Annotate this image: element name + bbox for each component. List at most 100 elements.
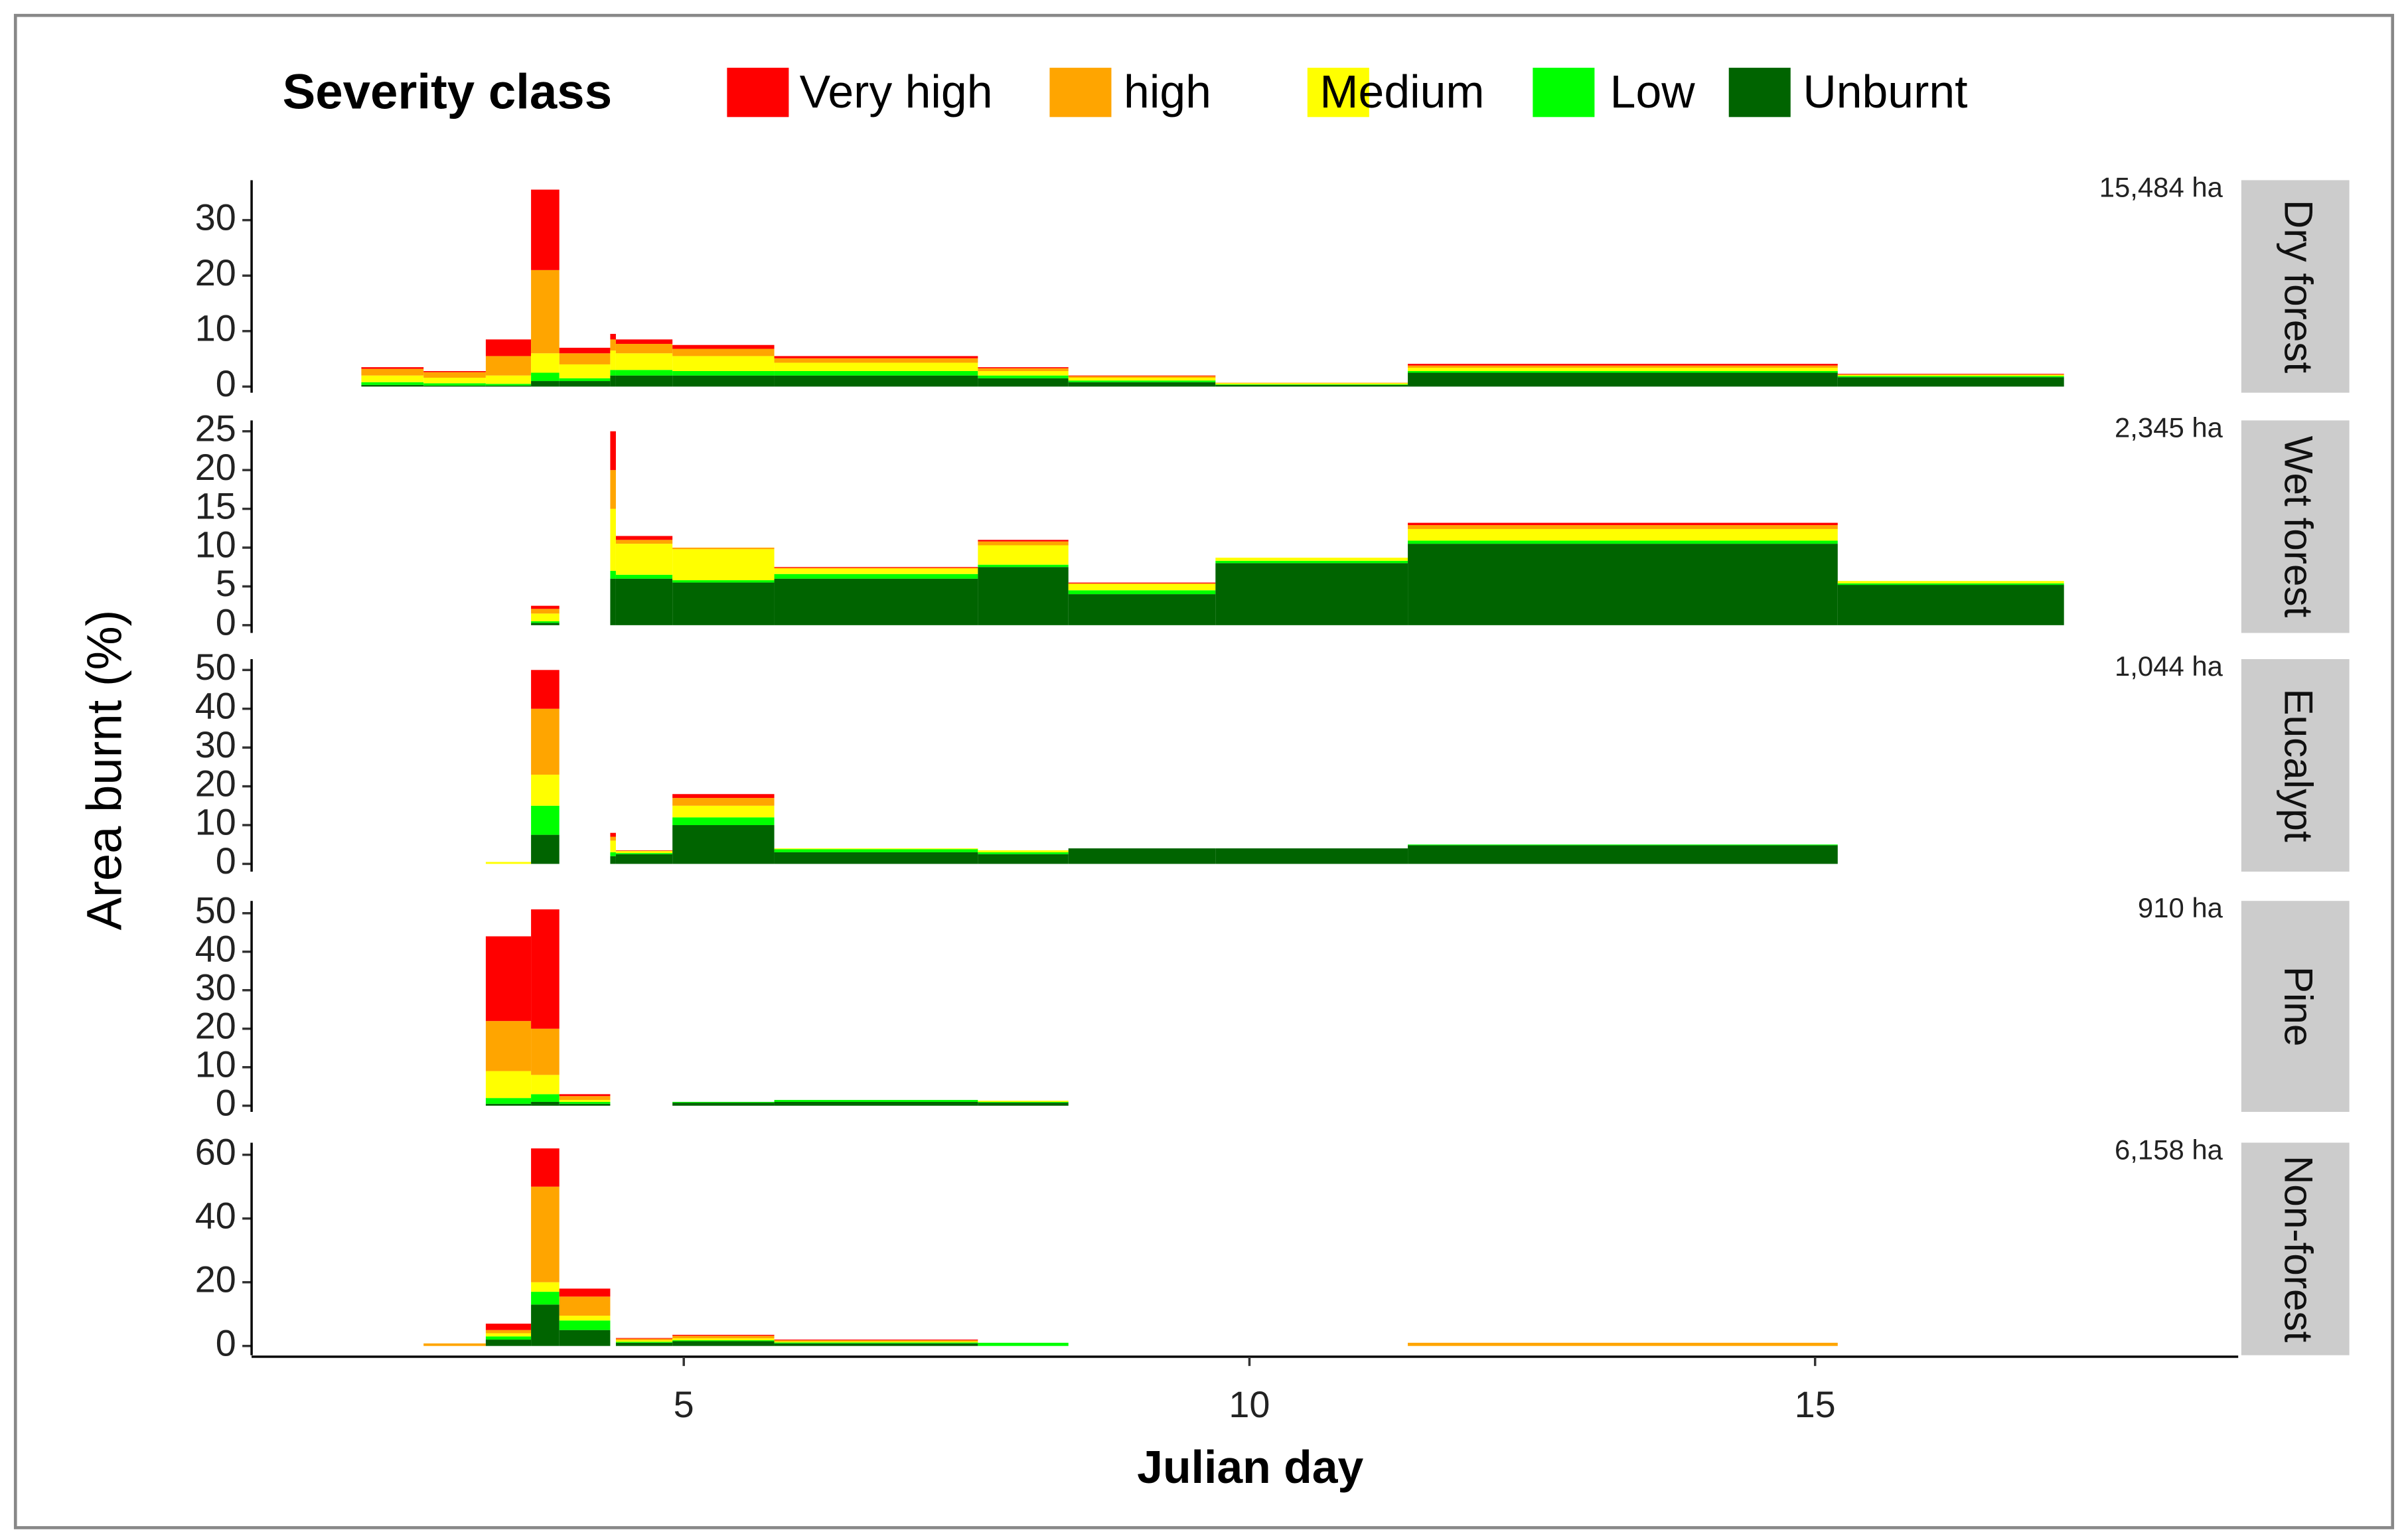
legend-swatch bbox=[1307, 68, 1369, 117]
x-axis-label: Julian day bbox=[1137, 1441, 1363, 1493]
bar-segment bbox=[978, 850, 1069, 852]
strip-label: Non-forest bbox=[2276, 1156, 2321, 1343]
bar-segment bbox=[531, 353, 560, 373]
bar-segment bbox=[774, 356, 978, 358]
bar-segment bbox=[1408, 367, 1838, 371]
bar-segment bbox=[672, 1103, 775, 1106]
bar-segment bbox=[531, 609, 560, 614]
bar-segment bbox=[1837, 376, 2064, 378]
bar-segment bbox=[531, 1075, 560, 1095]
bar-segment bbox=[615, 853, 673, 854]
bar-segment bbox=[774, 370, 978, 376]
bar-segment bbox=[672, 375, 775, 387]
bar-segment bbox=[774, 1100, 978, 1102]
y-tick-label: 15 bbox=[195, 485, 236, 526]
bar-segment bbox=[672, 1341, 775, 1346]
bar-segment bbox=[485, 1333, 532, 1337]
panel-annotation: 2,345 ha bbox=[2115, 412, 2223, 443]
bar-segment bbox=[774, 568, 978, 574]
bar-segment bbox=[610, 470, 616, 509]
bar-segment bbox=[531, 909, 560, 1029]
bar-segment bbox=[978, 378, 1069, 387]
bar-segment bbox=[531, 1292, 560, 1305]
bar-segment bbox=[672, 1338, 775, 1341]
bar-segment bbox=[423, 385, 486, 387]
bar-segment bbox=[531, 613, 560, 621]
bar-segment bbox=[531, 270, 560, 354]
bar-segment bbox=[774, 375, 978, 387]
bar-segment bbox=[485, 1336, 532, 1340]
bar-segment bbox=[1068, 376, 1216, 378]
bar-segment bbox=[1837, 583, 2064, 585]
bar-segment bbox=[1068, 583, 1216, 584]
y-tick-label: 0 bbox=[216, 840, 236, 882]
x-tick-label: 10 bbox=[1229, 1384, 1270, 1425]
y-tick-label: 10 bbox=[195, 308, 236, 349]
bar-segment bbox=[559, 1103, 611, 1106]
bar-segment bbox=[672, 825, 775, 864]
bar-segment bbox=[559, 1296, 611, 1316]
bar-segment bbox=[610, 856, 616, 864]
bar-segment bbox=[672, 1334, 775, 1336]
bar-segment bbox=[1215, 384, 1408, 385]
y-tick-label: 50 bbox=[195, 647, 236, 688]
bar-segment bbox=[978, 1342, 1069, 1346]
legend-swatch bbox=[1049, 68, 1112, 117]
bar-segment bbox=[672, 582, 775, 625]
bar-segment bbox=[1408, 372, 1838, 387]
y-tick-label: 30 bbox=[195, 967, 236, 1008]
y-tick-label: 10 bbox=[195, 524, 236, 566]
bar-segment bbox=[485, 1098, 532, 1104]
bar-segment bbox=[485, 375, 532, 384]
y-tick-label: 50 bbox=[195, 890, 236, 931]
bar-segment bbox=[531, 670, 560, 709]
bar-segment bbox=[1215, 848, 1408, 864]
strip-label: Eucalypt bbox=[2276, 688, 2321, 842]
bar-segment bbox=[672, 549, 775, 581]
bar-segment bbox=[559, 1096, 611, 1101]
bar-segment bbox=[531, 621, 560, 623]
bar-segment bbox=[1837, 374, 2064, 375]
bar-segment bbox=[610, 578, 616, 625]
bar-segment bbox=[485, 1071, 532, 1099]
bar-segment bbox=[485, 862, 532, 864]
bar-segment bbox=[559, 364, 611, 378]
bar-segment bbox=[531, 1148, 560, 1187]
bar-segment bbox=[978, 370, 1069, 376]
bar-segment bbox=[978, 541, 1069, 546]
bar-segment bbox=[615, 850, 673, 852]
bar-segment bbox=[774, 362, 978, 371]
legend-swatch bbox=[727, 68, 789, 117]
panel-annotation: 1,044 ha bbox=[2115, 651, 2223, 682]
bar-segment bbox=[978, 375, 1069, 378]
bar-segment bbox=[615, 1342, 673, 1346]
bar-segment bbox=[672, 817, 775, 826]
bar-segment bbox=[559, 347, 611, 354]
bar-segment bbox=[531, 805, 560, 835]
bar-segment bbox=[1408, 845, 1838, 864]
bar-segment bbox=[1408, 365, 1838, 368]
bar-segment bbox=[615, 339, 673, 345]
y-tick-label: 40 bbox=[195, 1195, 236, 1236]
bar-segment bbox=[361, 375, 424, 382]
y-tick-label: 0 bbox=[216, 602, 236, 643]
bar-segment bbox=[423, 378, 486, 384]
bar-segment bbox=[1408, 1342, 1838, 1346]
bar-segment bbox=[485, 339, 532, 356]
y-tick-label: 10 bbox=[195, 1044, 236, 1085]
bar-segment bbox=[774, 567, 978, 568]
bar-segment bbox=[485, 356, 532, 376]
bar-segment bbox=[531, 605, 560, 609]
bar-segment bbox=[1837, 585, 2064, 625]
bar-segment bbox=[559, 1316, 611, 1321]
bar-segment bbox=[531, 1101, 560, 1106]
bar-segment bbox=[615, 1338, 673, 1341]
y-tick-label: 30 bbox=[195, 196, 236, 238]
bar-segment bbox=[978, 368, 1069, 371]
bar-segment bbox=[672, 805, 775, 818]
y-tick-label: 40 bbox=[195, 929, 236, 970]
legend-label: Medium bbox=[1319, 66, 1484, 117]
bar-segment bbox=[1215, 563, 1408, 625]
bar-segment bbox=[615, 544, 673, 575]
